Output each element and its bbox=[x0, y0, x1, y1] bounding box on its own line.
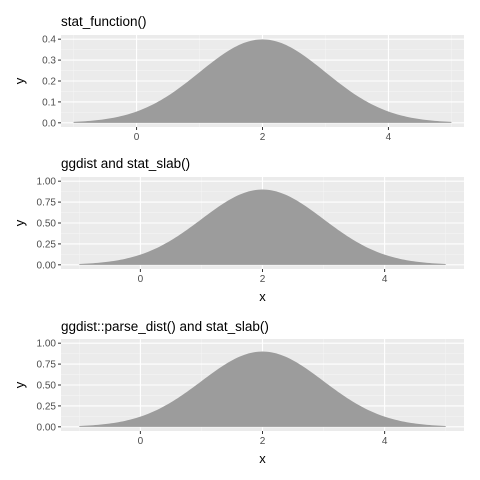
y-tick-label: 0.50 bbox=[37, 219, 57, 230]
panel-2-density-area bbox=[79, 189, 446, 265]
panel-1-x-ticks: 0 2 4 bbox=[134, 127, 392, 143]
panel-3-density-area bbox=[79, 351, 446, 427]
y-tick-label: 0.25 bbox=[37, 401, 57, 412]
panel-2-y-axis-title: y bbox=[12, 219, 27, 226]
facet-2: ggdist and stat_slab() 0.00 0.25 0.50 0.75 1… bbox=[12, 156, 464, 304]
panel-1-y-ticks: 0.0 0.1 0.2 0.3 0.4 bbox=[42, 35, 61, 129]
panel-2-x-ticks: 0 2 4 bbox=[138, 269, 388, 285]
x-tick-label: 2 bbox=[260, 132, 266, 143]
panel-1-y-axis-title: y bbox=[12, 77, 27, 84]
panel-3-title: ggdist::parse_dist() and stat_slab() bbox=[61, 319, 269, 334]
y-tick-label: 0.4 bbox=[42, 35, 56, 46]
x-tick-label: 4 bbox=[382, 274, 388, 285]
y-tick-label: 0.1 bbox=[42, 97, 56, 108]
panel-3-y-axis-title: y bbox=[12, 381, 27, 388]
x-tick-label: 0 bbox=[134, 132, 140, 143]
y-tick-label: 1.00 bbox=[37, 177, 57, 188]
y-tick-label: 0.75 bbox=[37, 360, 57, 371]
x-tick-label: 4 bbox=[382, 436, 388, 447]
y-tick-label: 1.00 bbox=[37, 339, 57, 350]
y-tick-label: 0.75 bbox=[37, 198, 57, 209]
y-tick-label: 0.3 bbox=[42, 56, 56, 67]
panel-1-title: stat_function() bbox=[61, 14, 147, 29]
panel-2-x-axis-title: x bbox=[259, 289, 266, 304]
y-tick-label: 0.00 bbox=[37, 422, 57, 433]
y-tick-label: 0.25 bbox=[37, 239, 57, 250]
panel-3-x-axis-title: x bbox=[259, 451, 266, 466]
facet-1: stat_function() 0.0 0.1 0.2 0.3 0.4 0 2 4 y bbox=[12, 14, 464, 143]
panel-2-title: ggdist and stat_slab() bbox=[61, 156, 190, 171]
x-tick-label: 0 bbox=[138, 274, 144, 285]
x-tick-label: 0 bbox=[138, 436, 144, 447]
y-tick-label: 0.0 bbox=[42, 118, 56, 129]
facet-3: ggdist::parse_dist() and stat_slab() 0.0… bbox=[12, 319, 464, 466]
y-tick-label: 0.00 bbox=[37, 260, 57, 271]
panel-3-x-ticks: 0 2 4 bbox=[138, 431, 388, 447]
x-tick-label: 2 bbox=[260, 436, 266, 447]
x-tick-label: 2 bbox=[260, 274, 266, 285]
x-tick-label: 4 bbox=[386, 132, 392, 143]
panel-3-y-ticks: 0.00 0.25 0.50 0.75 1.00 bbox=[37, 339, 61, 433]
y-tick-label: 0.2 bbox=[42, 77, 56, 88]
y-tick-label: 0.50 bbox=[37, 381, 57, 392]
panel-1-density-area bbox=[73, 39, 452, 123]
panel-2-y-ticks: 0.00 0.25 0.50 0.75 1.00 bbox=[37, 177, 61, 271]
